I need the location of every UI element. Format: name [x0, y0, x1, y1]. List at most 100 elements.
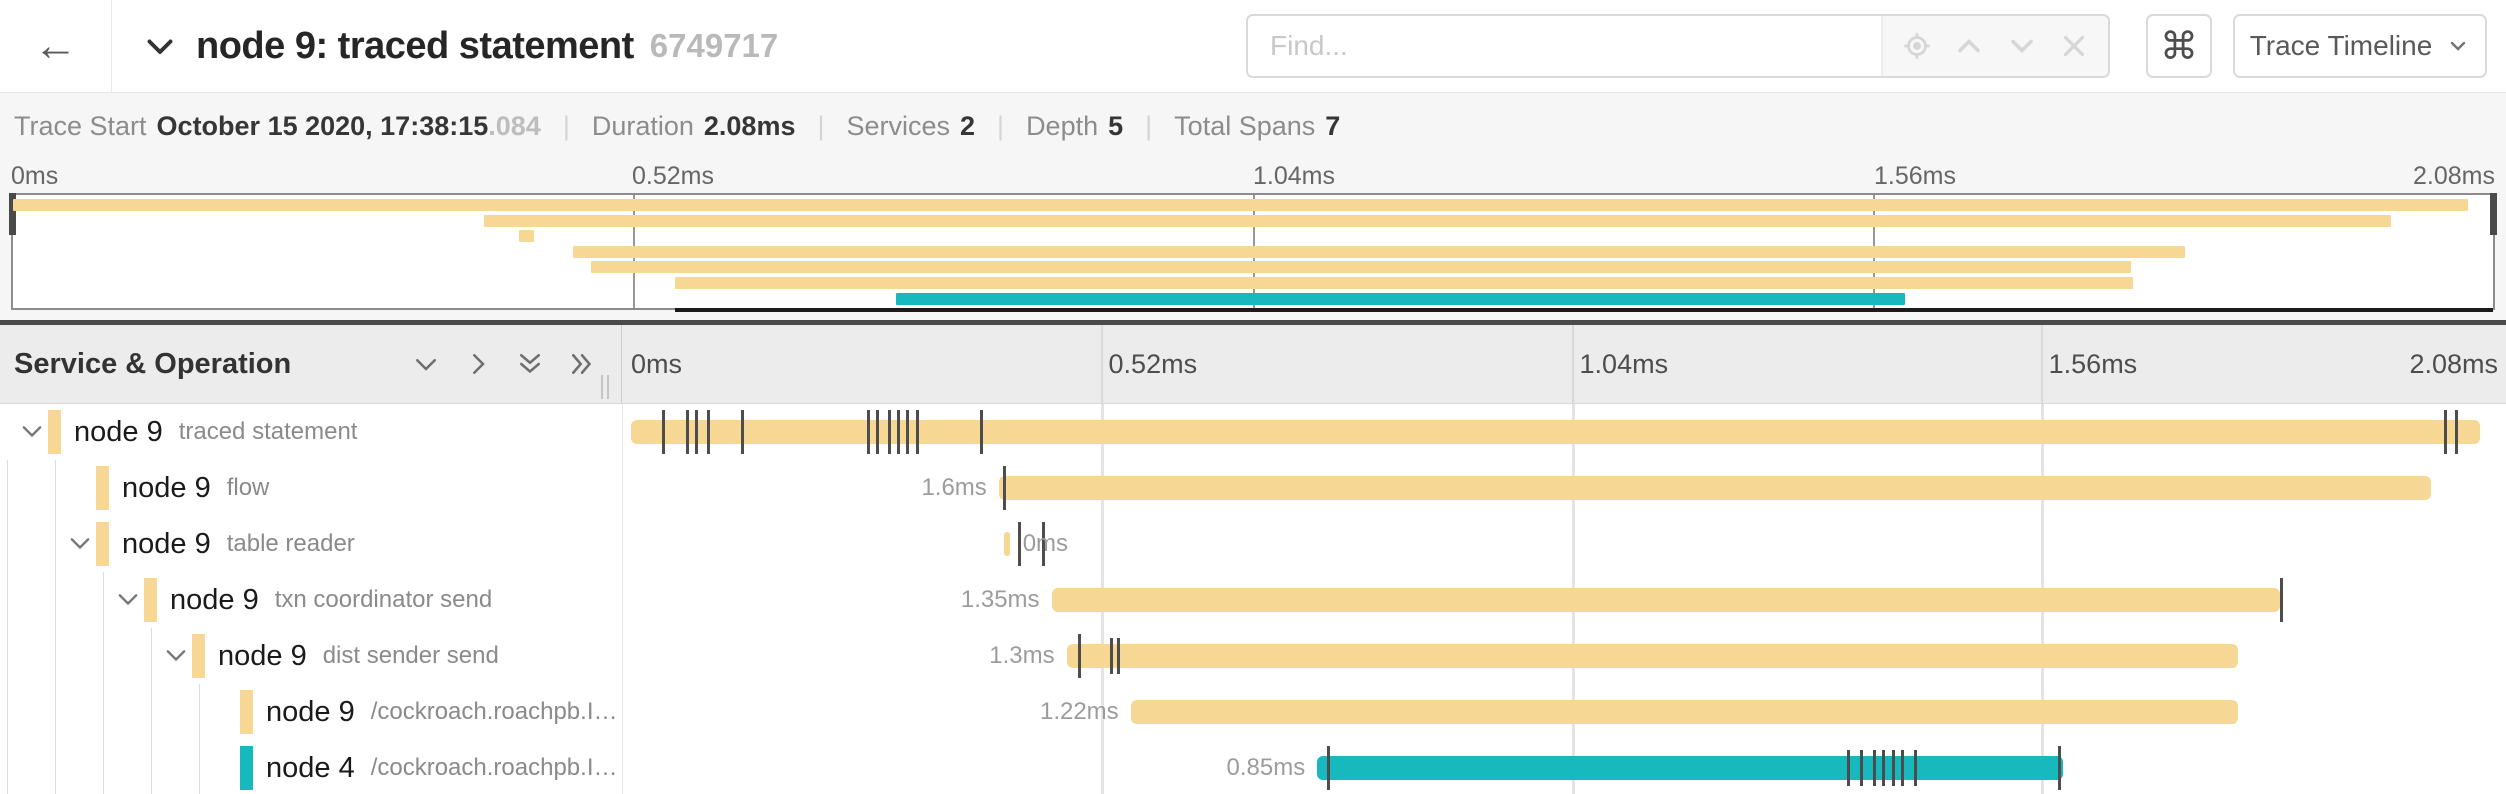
service-color-swatch	[192, 634, 205, 678]
timeline-axis-tick-label: 1.56ms	[2048, 349, 2138, 379]
tree-indent-guide	[151, 628, 152, 684]
span-log-tick[interactable]	[695, 410, 699, 454]
span-log-tick[interactable]	[1017, 522, 1021, 566]
timeline-axis: 0ms 0.52ms 1.04ms 1.56ms 2.08ms	[622, 325, 2506, 403]
span-log-tick[interactable]	[2279, 578, 2283, 622]
span-row-timeline-cell: 0ms	[622, 516, 2506, 572]
span-log-tick[interactable]	[2443, 410, 2447, 454]
service-color-swatch	[96, 522, 109, 566]
span-log-tick[interactable]	[1859, 750, 1863, 786]
locate-icon[interactable]	[1900, 29, 1934, 63]
span-row[interactable]: node 4/cockroach.roachpb.I… 0.85ms	[0, 740, 2506, 794]
span-log-tick[interactable]	[2057, 746, 2061, 790]
operation-name: traced statement	[178, 418, 358, 445]
minimap-span-bar	[895, 292, 1906, 305]
span-log-tick[interactable]	[906, 410, 910, 454]
span-log-tick[interactable]	[1901, 750, 1905, 786]
span-log-tick[interactable]	[887, 410, 891, 454]
span-duration-label: 1.22ms	[1039, 698, 1119, 725]
span-row[interactable]: node 9/cockroach.roachpb.I… 1.22ms	[0, 684, 2506, 740]
span-duration-bar[interactable]	[1317, 756, 2064, 780]
tree-indent-guide	[151, 740, 152, 794]
trace-id: 6749717	[649, 27, 779, 64]
service-name: node 9	[74, 415, 163, 448]
tree-indent-guide	[55, 628, 56, 684]
minimap-span-bar	[518, 230, 534, 243]
tree-indent-guide	[7, 628, 8, 684]
span-row[interactable]: node 9 table reader 0ms	[0, 516, 2506, 572]
span-log-tick[interactable]	[2455, 410, 2459, 454]
expand-all-double-chevron-right-icon[interactable]	[567, 349, 597, 379]
minimap-left-scrubber-handle[interactable]	[9, 193, 16, 235]
span-name-group: node 9 flow	[122, 460, 269, 516]
stat-separator: |	[1145, 111, 1153, 141]
span-duration-bar[interactable]	[1051, 588, 2280, 612]
expand-one-chevron-right-icon[interactable]	[463, 349, 493, 379]
span-row[interactable]: node 9 traced statement	[0, 404, 2506, 460]
span-log-tick[interactable]	[1882, 750, 1886, 786]
span-duration-bar[interactable]	[1130, 700, 2239, 724]
span-log-tick[interactable]	[866, 410, 870, 454]
expand-chevron-down-icon[interactable]	[66, 530, 94, 558]
span-log-tick[interactable]	[706, 410, 710, 454]
span-duration-bar[interactable]	[1004, 532, 1011, 556]
stat-value: 7	[1325, 111, 1341, 141]
span-duration-bar[interactable]	[998, 476, 2431, 500]
span-log-tick[interactable]	[1042, 522, 1046, 566]
span-log-tick[interactable]	[1891, 750, 1895, 786]
collapse-one-chevron-down-icon[interactable]	[411, 349, 441, 379]
span-log-tick[interactable]	[1109, 638, 1113, 674]
page-title: node 9: traced statement	[196, 24, 634, 67]
operation-name: table reader	[226, 530, 355, 557]
tree-indent-guide	[55, 740, 56, 794]
timeline-axis-tick-label: 0.52ms	[1108, 349, 1198, 379]
span-log-tick[interactable]	[915, 410, 919, 454]
span-log-tick[interactable]	[1846, 750, 1850, 786]
span-log-tick[interactable]	[1326, 746, 1330, 790]
span-row[interactable]: node 9 txn coordinator send 1.35ms	[0, 572, 2506, 628]
span-duration-bar[interactable]	[1066, 644, 2239, 668]
span-row[interactable]: node 9 dist sender send 1.3ms	[0, 628, 2506, 684]
find-prev-chevron-up-icon[interactable]	[1951, 28, 1987, 64]
find-next-chevron-down-icon[interactable]	[2004, 28, 2040, 64]
operation-name: /cockroach.roachpb.I…	[370, 698, 618, 725]
span-log-tick[interactable]	[979, 410, 983, 454]
span-log-tick[interactable]	[740, 410, 744, 454]
span-duration-label: 1.6ms	[921, 474, 987, 501]
tree-indent-guide	[103, 684, 104, 740]
span-row[interactable]: node 9 flow 1.6ms	[0, 460, 2506, 516]
timeline-axis-tick-label: 2.08ms	[2409, 349, 2498, 379]
minimap-right-scrubber-handle[interactable]	[2490, 193, 2497, 235]
span-log-tick[interactable]	[1872, 750, 1876, 786]
service-color-swatch	[96, 466, 109, 510]
span-log-tick[interactable]	[876, 410, 880, 454]
service-color-swatch	[240, 746, 253, 790]
back-button[interactable]: ←	[0, 0, 112, 92]
span-log-tick[interactable]	[1117, 638, 1121, 674]
arrow-left-icon: ←	[33, 21, 78, 70]
stat-label: Depth	[1026, 111, 1099, 141]
keyboard-shortcuts-button[interactable]: ⌘	[2146, 14, 2212, 78]
span-log-tick[interactable]	[661, 410, 665, 454]
find-clear-x-icon[interactable]	[2057, 29, 2091, 63]
expand-chevron-down-icon[interactable]	[18, 418, 46, 446]
span-row-timeline-cell: 0.85ms	[622, 740, 2506, 794]
view-selector-dropdown[interactable]: Trace Timeline	[2233, 14, 2487, 78]
minimap-canvas[interactable]	[9, 193, 2497, 312]
span-log-tick[interactable]	[686, 410, 690, 454]
column-resize-grip[interactable]	[599, 375, 613, 399]
span-log-tick[interactable]	[897, 410, 901, 454]
span-row-timeline-cell: 1.6ms	[622, 460, 2506, 516]
collapse-all-double-chevron-down-icon[interactable]	[515, 349, 545, 379]
find-input[interactable]	[1248, 16, 1881, 76]
stat-label: Trace Start	[14, 111, 147, 141]
span-duration-bar[interactable]	[631, 420, 2480, 444]
span-log-tick[interactable]	[1077, 634, 1081, 678]
span-log-tick[interactable]	[1002, 466, 1006, 510]
expand-chevron-down-icon[interactable]	[114, 586, 142, 614]
span-log-tick[interactable]	[1914, 750, 1918, 786]
tree-indent-guide	[7, 572, 8, 628]
tree-indent-guide	[103, 740, 104, 794]
collapse-trace-chevron-down-icon[interactable]	[142, 28, 178, 64]
expand-chevron-down-icon[interactable]	[162, 642, 190, 670]
